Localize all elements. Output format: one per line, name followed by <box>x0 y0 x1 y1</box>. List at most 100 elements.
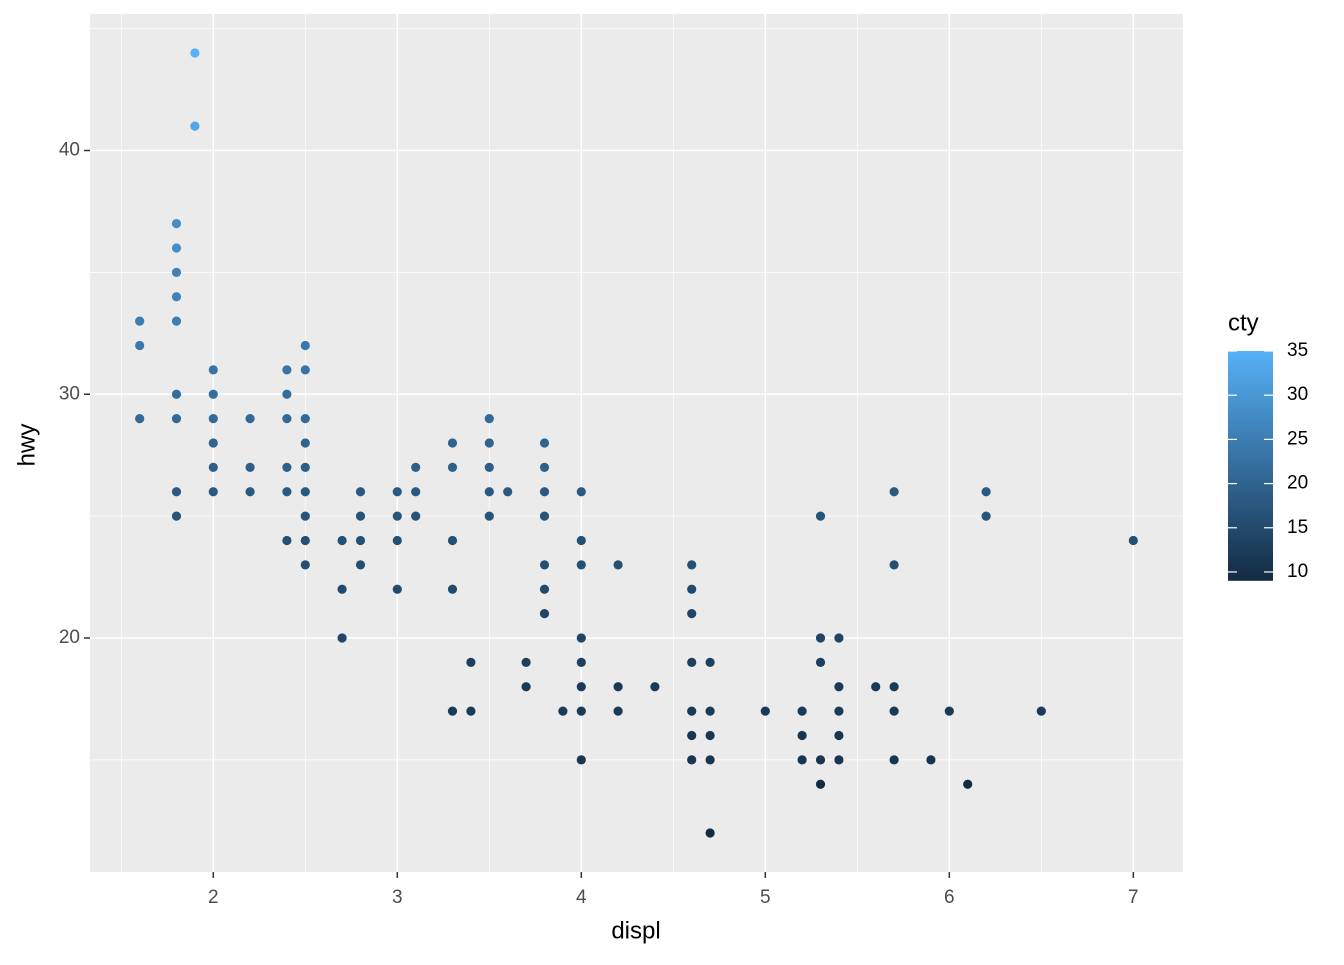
point <box>484 511 494 521</box>
point <box>171 292 182 302</box>
point <box>576 657 586 667</box>
point <box>208 487 218 497</box>
point <box>447 584 458 594</box>
point <box>521 657 531 667</box>
point <box>815 657 826 667</box>
point <box>834 682 844 692</box>
point <box>484 487 494 497</box>
legend-title: cty <box>1228 309 1259 336</box>
point <box>190 121 200 131</box>
point <box>484 462 494 472</box>
point <box>1128 535 1138 546</box>
point <box>705 755 715 765</box>
point <box>797 706 807 716</box>
point <box>337 535 347 546</box>
point <box>705 828 715 838</box>
point <box>613 560 623 570</box>
point <box>245 487 255 497</box>
point <box>521 682 531 692</box>
point <box>889 706 899 716</box>
point <box>411 511 421 521</box>
point <box>245 414 255 424</box>
point <box>889 487 899 497</box>
point <box>355 560 366 570</box>
legend-label: 25 <box>1287 428 1308 449</box>
point <box>208 365 218 375</box>
point <box>190 48 200 58</box>
point <box>687 706 697 716</box>
point <box>889 560 899 570</box>
point <box>926 755 936 765</box>
legend-label: 10 <box>1287 561 1308 582</box>
point <box>300 340 310 351</box>
colorbar <box>1228 351 1273 581</box>
point <box>135 340 145 351</box>
point <box>981 487 991 497</box>
point <box>539 560 550 570</box>
point <box>447 535 458 546</box>
point <box>171 316 182 326</box>
x-tick-label: 7 <box>1128 887 1139 908</box>
legend-label: 15 <box>1287 517 1308 538</box>
x-tick-label: 6 <box>944 887 955 908</box>
point <box>834 633 844 643</box>
point <box>171 267 182 277</box>
legend-label: 20 <box>1287 473 1308 494</box>
legend-label: 35 <box>1287 340 1308 361</box>
point <box>613 682 623 692</box>
point <box>208 438 218 448</box>
point <box>687 560 697 570</box>
y-tick-label: 30 <box>59 383 80 404</box>
point <box>355 487 366 497</box>
point <box>355 511 366 521</box>
x-tick-label: 5 <box>760 887 771 908</box>
point <box>300 438 310 448</box>
point <box>337 633 347 643</box>
point <box>705 706 715 716</box>
point <box>687 730 697 741</box>
point <box>171 243 182 253</box>
point <box>466 706 476 716</box>
point <box>871 682 881 692</box>
point <box>484 438 494 448</box>
point <box>539 511 550 521</box>
point <box>687 755 697 765</box>
legend-label: 30 <box>1287 384 1308 405</box>
x-tick-label: 4 <box>576 887 587 908</box>
point <box>687 609 697 619</box>
x-axis-title: displ <box>611 917 660 944</box>
point <box>300 560 310 570</box>
point <box>355 535 366 546</box>
point <box>171 219 182 229</box>
point <box>889 682 899 692</box>
point <box>760 706 770 716</box>
panel <box>90 14 1183 872</box>
point <box>282 365 292 375</box>
x-tick-label: 2 <box>208 887 219 908</box>
point <box>650 682 660 692</box>
point <box>466 657 476 667</box>
point <box>834 730 844 741</box>
point <box>576 706 586 716</box>
point <box>576 633 586 643</box>
point <box>484 414 494 424</box>
point <box>300 487 310 497</box>
point <box>300 365 310 375</box>
point <box>282 487 292 497</box>
point <box>282 389 292 399</box>
point <box>447 462 458 472</box>
point <box>300 511 310 521</box>
point <box>300 462 310 472</box>
point <box>392 511 402 521</box>
point <box>687 657 697 667</box>
point <box>705 657 715 667</box>
point <box>539 438 550 448</box>
point <box>282 462 292 472</box>
point <box>447 706 458 716</box>
point <box>889 755 899 765</box>
point <box>392 584 402 594</box>
point <box>944 706 954 716</box>
point <box>705 730 715 741</box>
y-tick-label: 40 <box>59 140 80 161</box>
point <box>815 779 826 789</box>
